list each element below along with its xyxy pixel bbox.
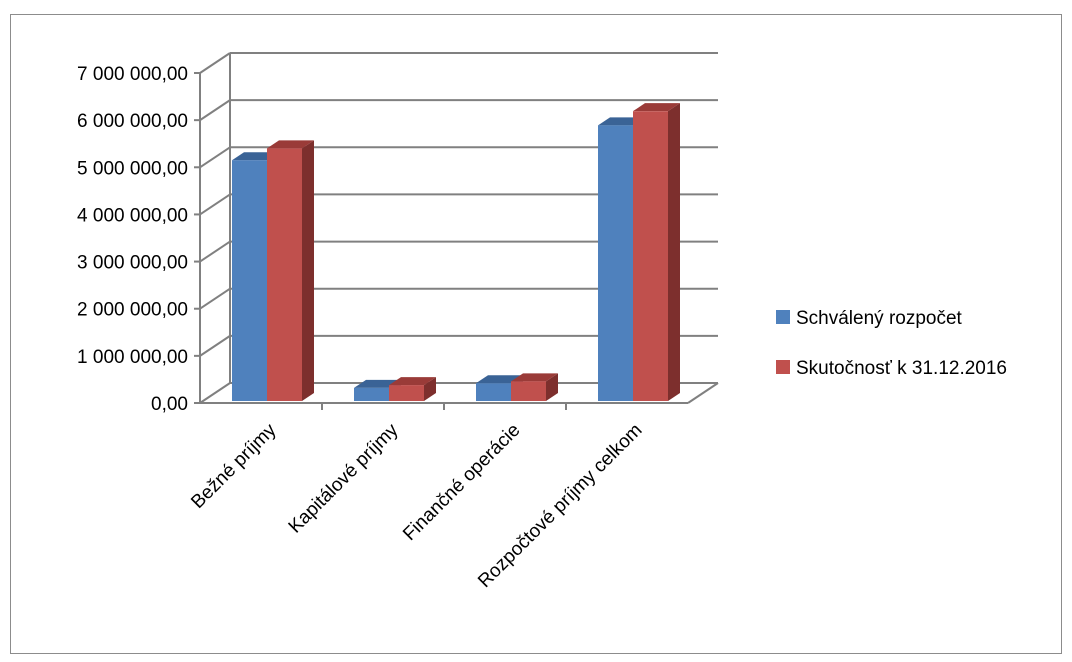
gridline-side: [199, 52, 231, 74]
y-tick-label: 3 000 000,00: [77, 253, 188, 274]
gridline-side: [199, 146, 231, 169]
bar-side: [424, 377, 436, 401]
y-tick-label: 4 000 000,00: [77, 205, 188, 226]
bar: [633, 111, 668, 401]
bar: [232, 160, 267, 401]
x-tick-label: Finančné operácie: [399, 420, 524, 545]
legend-swatch: [776, 360, 790, 374]
bar-top: [511, 373, 558, 382]
y-tick-label: 1 000 000,00: [77, 347, 188, 368]
chart-frame: [10, 14, 1062, 654]
bar-side: [302, 140, 314, 401]
y-tick-label: 2 000 000,00: [77, 300, 188, 321]
gridline-side: [199, 287, 231, 310]
bar-top: [267, 140, 314, 149]
bar: [354, 387, 389, 401]
y-tick-label: 6 000 000,00: [77, 111, 188, 132]
bar: [267, 148, 302, 401]
y-tick-label: 5 000 000,00: [77, 158, 188, 179]
x-tick-label: Bežné príjmy: [187, 419, 281, 513]
legend-label: Schválený rozpočet: [796, 308, 963, 329]
gridline-side: [199, 240, 231, 263]
legend-label: Skutočnosť k 31.12.2016: [796, 358, 1007, 379]
gridline-side: [199, 193, 231, 216]
gridline-side: [199, 99, 231, 121]
bar-top: [389, 377, 436, 386]
bar: [598, 125, 633, 401]
bar-side: [546, 373, 558, 401]
bar: [476, 383, 511, 401]
gridline-side: [199, 335, 231, 357]
floor-right-edge: [687, 382, 719, 404]
x-tick-label: Kapitálové príjmy: [285, 419, 403, 537]
bar: [511, 381, 546, 401]
y-tick-label: 7 000 000,00: [77, 64, 188, 85]
bar-side: [668, 103, 680, 401]
gridline-side: [199, 382, 231, 404]
y-tick-label: 0,00: [151, 394, 188, 415]
legend-swatch: [776, 310, 790, 324]
bar-top: [633, 103, 680, 112]
bar: [389, 385, 424, 401]
